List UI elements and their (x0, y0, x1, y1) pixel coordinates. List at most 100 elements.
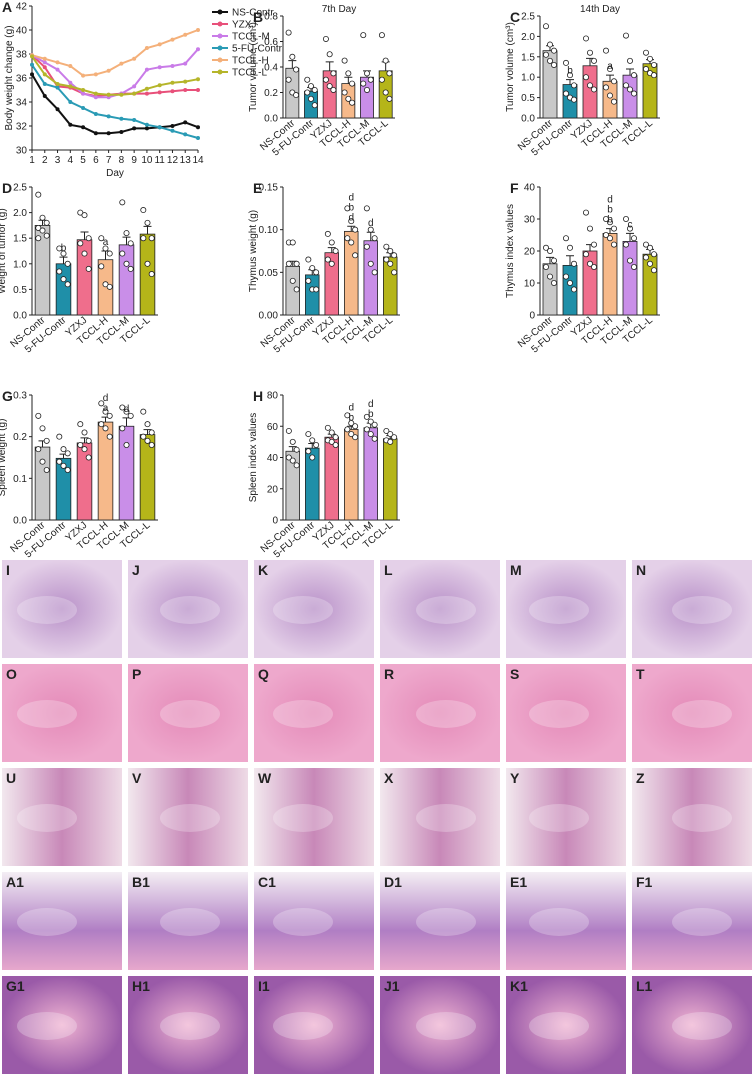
histology-label: S (510, 666, 519, 682)
data-point (587, 260, 594, 267)
data-point (627, 86, 634, 93)
data-point (311, 102, 318, 109)
data-point (341, 57, 348, 64)
point (42, 60, 47, 65)
y-tick-label: 0.1 (13, 474, 27, 485)
data-point (611, 241, 618, 248)
point (132, 126, 137, 131)
significance-letter: b (61, 243, 67, 254)
histology-image (2, 664, 122, 762)
data-point (551, 47, 558, 54)
histology-label: J (132, 562, 140, 578)
tissue-detail (160, 804, 220, 832)
y-tick-label: 60 (267, 422, 279, 433)
data-point (285, 427, 292, 434)
histology-image (506, 976, 626, 1074)
y-tick-label: 2.0 (521, 32, 535, 43)
y-tick-label: 0.10 (259, 225, 279, 236)
data-point (127, 412, 134, 419)
histology-label: T (636, 666, 645, 682)
legend-marker (217, 45, 223, 51)
data-point (106, 412, 113, 419)
histology-image (2, 560, 122, 658)
significance-letter: d (368, 399, 374, 410)
data-point (547, 247, 554, 254)
data-point (144, 421, 151, 428)
error-bar (288, 60, 297, 69)
data-point (643, 254, 650, 261)
data-point (326, 83, 333, 90)
data-point (647, 55, 654, 62)
tissue-detail (17, 596, 77, 624)
data-point (352, 226, 359, 233)
y-axis-label: Tumor volume (cm³) (248, 22, 259, 112)
x-axis-label: Day (106, 168, 124, 179)
histology-image (380, 664, 500, 762)
data-point (332, 441, 339, 448)
y-tick-label: 0.8 (264, 12, 278, 23)
significance-letter: a (607, 61, 613, 72)
data-point (627, 225, 634, 232)
histology-label: I1 (258, 978, 270, 994)
data-point (607, 66, 614, 73)
point (93, 131, 98, 136)
data-point (345, 95, 352, 102)
y-axis-label: Weight of tumor (g) (0, 208, 8, 293)
y-tick-label: 32 (16, 122, 28, 133)
data-point (360, 32, 367, 39)
data-point (309, 454, 316, 461)
data-point (326, 51, 333, 58)
y-tick-label: 1.5 (13, 234, 27, 245)
y-axis-label: Body weight change (g) (4, 25, 15, 130)
bar (34, 446, 51, 521)
histology-label: Z (636, 770, 645, 786)
point (132, 118, 137, 122)
data-point (587, 82, 594, 89)
data-point (64, 450, 71, 457)
data-point (352, 434, 359, 441)
point (81, 106, 86, 110)
point (106, 114, 111, 119)
histology-label: B1 (132, 874, 150, 890)
data-point (123, 441, 130, 448)
data-point (102, 281, 109, 288)
data-point (81, 212, 88, 219)
point (170, 64, 175, 68)
data-point (571, 286, 578, 293)
histology-image (2, 976, 122, 1074)
legend-label: TCCL-L (232, 68, 267, 79)
data-point (81, 250, 88, 257)
legend-label: 5-FU-Contr (232, 44, 283, 55)
significance-letter: d (348, 402, 354, 413)
data-point (571, 260, 578, 267)
error-bar (606, 74, 614, 82)
data-point (311, 86, 318, 93)
point (55, 82, 60, 86)
point (170, 37, 175, 42)
point (42, 72, 47, 77)
data-point (289, 53, 296, 60)
data-point (387, 260, 394, 267)
legend-marker (217, 57, 223, 63)
y-tick-label: 1.0 (13, 259, 27, 270)
point (68, 84, 73, 89)
data-point (293, 286, 300, 293)
data-point (341, 89, 348, 96)
histology-label: Y (510, 770, 520, 786)
data-point (39, 458, 46, 465)
point (157, 83, 162, 88)
data-point (583, 74, 590, 81)
data-point (102, 425, 109, 432)
data-point (367, 418, 374, 425)
point (68, 80, 73, 85)
tissue-detail (17, 700, 77, 728)
bar (622, 74, 638, 119)
y-tick-label: 0.4 (264, 63, 278, 74)
data-point (367, 431, 374, 438)
significance-letter: d (348, 212, 354, 223)
data-point (328, 429, 335, 436)
histology-image (632, 872, 752, 970)
error-bar (626, 68, 634, 76)
y-tick-label: 1.5 (521, 52, 535, 63)
histology-label: R (384, 666, 394, 682)
